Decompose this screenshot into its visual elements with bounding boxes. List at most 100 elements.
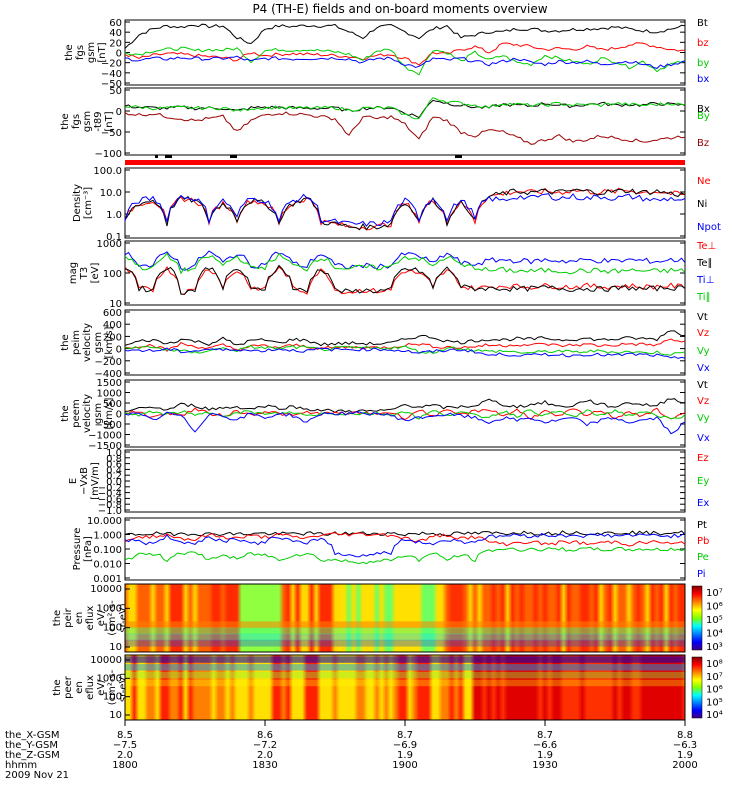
x-tick-label: 1930 bbox=[532, 760, 557, 771]
panel-ylabel: en bbox=[74, 681, 85, 694]
y-tick-label: 1.0 bbox=[106, 448, 122, 459]
spectrogram-layer bbox=[125, 633, 685, 641]
y-tick-label: −400 bbox=[95, 369, 122, 380]
y-tick-label: 0 bbox=[116, 410, 122, 421]
y-tick-label: −0.4 bbox=[98, 489, 122, 500]
colorbar-tick-label: 10⁸ bbox=[706, 659, 723, 670]
panel-ylabel: gsm bbox=[82, 111, 93, 132]
panel-ylabel: [mV/m] bbox=[90, 462, 101, 500]
panel-ylabel: peer bbox=[63, 675, 74, 699]
x-tick-label: 8.7 bbox=[397, 730, 413, 741]
panels-layer: the fgs gsm [nT]6040200−20−40−50Btbzbybxthe… bbox=[52, 18, 723, 721]
panel-ylabel: gsm bbox=[86, 42, 97, 63]
legend-label: Bz bbox=[697, 138, 709, 149]
legend-label: Pe bbox=[697, 552, 709, 563]
y-tick-label: 10.0 bbox=[100, 188, 122, 199]
panel-ylabel: Density bbox=[72, 184, 83, 222]
x-tick-label: 8.8 bbox=[677, 730, 693, 741]
spectrogram-layer bbox=[125, 621, 685, 629]
legend-label: Ti⊥ bbox=[696, 275, 714, 286]
y-tick-label: 1.000 bbox=[93, 531, 122, 542]
y-tick-label: 1000 bbox=[97, 673, 122, 684]
panel-ylabel: E bbox=[68, 478, 79, 484]
panel-ylabel: [eV] bbox=[90, 263, 101, 284]
y-tick-label: −40 bbox=[101, 69, 122, 80]
panel-frame bbox=[124, 583, 686, 653]
panel-ylabel: T3 bbox=[79, 267, 90, 280]
x-tick-label: 8.7 bbox=[537, 730, 553, 741]
y-tick-label: 0.100 bbox=[93, 545, 122, 556]
y-tick-label: 10 bbox=[109, 299, 122, 310]
panel-frame bbox=[124, 167, 686, 239]
state-mark bbox=[165, 155, 172, 158]
y-tick-label: −100 bbox=[95, 149, 122, 160]
x-row-label: the_Z-GSM bbox=[5, 750, 60, 761]
x-tick-label: −6.6 bbox=[533, 740, 557, 751]
panel-ylabel: the bbox=[60, 334, 71, 350]
legend-label: Ex bbox=[697, 498, 709, 509]
panel-ylabel: velocity bbox=[82, 323, 93, 362]
series-line-Vt bbox=[124, 398, 685, 413]
y-tick-label: −50 bbox=[101, 79, 122, 90]
legend-label: Vt bbox=[697, 380, 708, 391]
y-tick-label: 1500 bbox=[97, 378, 122, 389]
x-tick-label: −6.9 bbox=[393, 740, 417, 751]
legend-label: Te⊥ bbox=[696, 241, 716, 252]
y-tick-label: 100 bbox=[103, 269, 122, 280]
panel-ylabel: gsm bbox=[93, 403, 104, 424]
state-mark bbox=[455, 155, 462, 158]
y-tick-label: 1000 bbox=[97, 389, 122, 400]
y-tick-label: 0.6 bbox=[106, 460, 122, 471]
legend-label: Ne bbox=[697, 176, 711, 187]
legend-label: by bbox=[697, 58, 709, 69]
series-line-Pb bbox=[124, 532, 686, 547]
panel-ylabel: [km/s] bbox=[104, 326, 115, 358]
y-tick-label: 0.001 bbox=[93, 574, 122, 585]
legend-label: Bt bbox=[697, 18, 708, 29]
colorbar-tick-label: 10⁷ bbox=[706, 588, 723, 599]
spectrogram-layer bbox=[125, 627, 685, 635]
spectrogram-layer bbox=[125, 639, 685, 647]
panel-7: E −VxB [mV/m] 1.00.80.60.40.20.0−0.2−0.4−0.… bbox=[68, 448, 709, 517]
legend-label: Bx bbox=[697, 104, 710, 115]
series-line-bx bbox=[124, 55, 686, 69]
y-tick-label: −1000 bbox=[88, 431, 122, 442]
series-line-Vx bbox=[124, 411, 686, 435]
y-tick-label: 0.4 bbox=[106, 465, 122, 476]
colorbar-tick-label: 10⁵ bbox=[706, 615, 723, 626]
x-tick-label: −7.2 bbox=[253, 740, 277, 751]
x-row-label: the_X-GSM bbox=[5, 730, 59, 741]
y-tick-label: 0.0 bbox=[106, 477, 122, 488]
y-tick-label: 600 bbox=[103, 308, 122, 319]
y-tick-label: 100 bbox=[103, 623, 122, 634]
state-mark bbox=[230, 155, 237, 158]
panel-ylabel: eflux bbox=[85, 675, 96, 700]
panel-ylabel: peim bbox=[71, 330, 82, 355]
x-row-label: 2009 Nov 21 bbox=[5, 770, 69, 781]
series-line-Bz bbox=[124, 111, 686, 145]
y-tick-label: −50 bbox=[101, 128, 122, 139]
x-tick-label: 1.9 bbox=[397, 750, 413, 761]
y-tick-label: 0 bbox=[116, 49, 122, 60]
series-line-Vx bbox=[124, 347, 686, 359]
legend-label: bx bbox=[697, 74, 709, 85]
y-tick-label: 0.8 bbox=[106, 454, 122, 465]
colorbar-tick-label: 10⁶ bbox=[706, 685, 723, 696]
y-tick-label: 60 bbox=[109, 18, 122, 29]
panel-ylabel: [km/s] bbox=[104, 397, 115, 429]
panel-ylabel: the bbox=[60, 405, 71, 421]
series-line-by bbox=[124, 46, 686, 76]
panel-frame bbox=[124, 19, 686, 86]
panel-ylabel: Pressure bbox=[72, 528, 83, 571]
y-tick-label: 10.000 bbox=[87, 516, 122, 527]
colorbar-tick-label: 10⁶ bbox=[706, 602, 723, 613]
x-row-label: the_Y-GSM bbox=[5, 740, 58, 751]
panel-ylabel: gsm bbox=[93, 332, 104, 353]
y-tick-label: 500 bbox=[103, 399, 122, 410]
y-tick-label: 10 bbox=[109, 710, 122, 721]
y-tick-label: 0 bbox=[116, 107, 122, 118]
panel-ylabel: [nT] bbox=[104, 111, 115, 131]
panel-ylabel: (cm²-s- bbox=[107, 600, 118, 636]
